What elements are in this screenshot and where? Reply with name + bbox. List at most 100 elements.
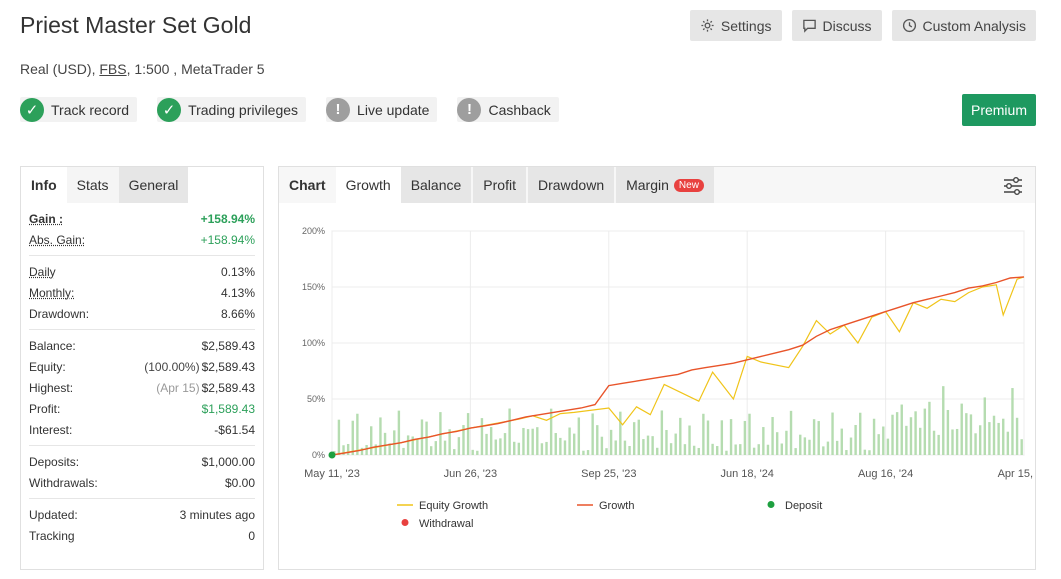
check-icon: ✓ <box>157 97 182 122</box>
stat-value: 4.13% <box>220 285 255 300</box>
chart-panel: Chart Growth Balance Profit Drawdown Mar… <box>278 166 1036 570</box>
activity-bar <box>494 439 497 455</box>
tab-info[interactable]: Info <box>21 167 67 203</box>
activity-bar <box>983 397 986 455</box>
activity-bar <box>485 433 488 455</box>
custom-analysis-button[interactable]: Custom Analysis <box>891 10 1036 41</box>
activity-bar <box>596 425 599 455</box>
activity-bar <box>720 420 724 455</box>
x-axis-ticks: May 11, '23 Jun 26, '23 Sep 25, '23 Jun 18,… <box>304 468 1035 480</box>
activity-bar <box>812 419 816 455</box>
activity-bar <box>471 449 474 455</box>
tab-stats[interactable]: Stats <box>66 167 119 203</box>
y-tick-label: 0% <box>312 450 325 460</box>
tab-growth[interactable]: Growth <box>335 167 401 203</box>
activity-bar <box>849 437 853 455</box>
stats-list: Gain : +158.94% Abs. Gain: +158.94% Daily 0… <box>21 203 263 546</box>
activity-bar <box>794 448 797 455</box>
stat-withdrawals: Withdrawals: $0.00 <box>29 472 255 493</box>
activity-bar <box>789 410 793 455</box>
activity-bar <box>822 446 825 455</box>
activity-bar <box>526 429 530 455</box>
stat-sub: (Apr 15) <box>156 380 200 395</box>
account-info: Real (USD), FBS, 1:500 , MetaTrader 5 <box>20 61 265 77</box>
x-tick-label: Jun 18, '24 <box>720 468 773 480</box>
stat-label: Profit: <box>29 401 61 416</box>
activity-bar <box>863 449 867 455</box>
tab-general[interactable]: General <box>118 167 189 203</box>
badge-trading-privileges: ✓ Trading privileges <box>157 97 307 122</box>
x-tick-label: May 11, '23 <box>304 468 360 480</box>
growth-chart[interactable]: 0% 50% 100% 150% 200% May 11, '23 Jun 26, '23… <box>279 203 1035 569</box>
custom-analysis-label: Custom Analysis <box>922 17 1026 34</box>
activity-bar <box>683 444 687 455</box>
chart-settings-icon[interactable] <box>1002 175 1024 197</box>
badge-label: Cashback <box>488 101 551 118</box>
activity-bar <box>826 441 830 455</box>
activity-bar <box>453 449 456 455</box>
activity-bar <box>568 427 571 455</box>
stat-value: 3 minutes ago <box>179 507 255 522</box>
tab-chart[interactable]: Chart <box>279 167 336 203</box>
activity-bar <box>969 414 973 455</box>
activity-bar <box>559 437 562 455</box>
activity-bar <box>711 443 714 455</box>
activity-bar <box>909 417 913 455</box>
activity-bar <box>545 441 548 455</box>
stat-value: $1,589.43 <box>201 401 255 416</box>
activity-bar <box>978 425 982 455</box>
activity-bar <box>785 430 788 455</box>
activity-bar <box>393 430 396 455</box>
tab-balance[interactable]: Balance <box>400 167 474 203</box>
activity-bar <box>342 445 345 455</box>
discuss-button[interactable]: Discuss <box>791 10 882 41</box>
x-tick-label: Apr 15, '25 <box>998 468 1035 480</box>
broker-link[interactable]: FBS <box>99 61 127 77</box>
badge-live-update: ! Live update <box>326 97 438 122</box>
activity-bar <box>942 386 945 455</box>
exclamation-icon: ! <box>457 97 482 122</box>
activity-bar <box>766 444 770 455</box>
activity-bar <box>974 433 977 455</box>
activity-bar <box>1011 388 1014 455</box>
tab-profit[interactable]: Profit <box>473 167 528 203</box>
stat-value: 8.66% <box>220 306 255 321</box>
stat-label[interactable]: Abs. Gain: <box>29 232 86 247</box>
activity-bar <box>891 414 894 455</box>
legend-label: Equity Growth <box>419 500 488 512</box>
activity-bar <box>540 443 544 455</box>
stat-label[interactable]: Daily <box>29 264 56 279</box>
stat-label[interactable]: Monthly: <box>29 285 75 300</box>
page-title: Priest Master Set Gold <box>20 12 252 38</box>
stat-value: $2,589.43 <box>201 338 255 353</box>
stat-balance: Balance: $2,589.43 <box>29 335 255 356</box>
activity-bar <box>462 425 465 455</box>
activity-bar <box>476 450 479 455</box>
activity-bar <box>554 433 557 455</box>
activity-bar <box>600 436 604 455</box>
y-tick-label: 150% <box>302 282 325 292</box>
stat-value: $0.00 <box>224 475 255 490</box>
badge-track-record: ✓ Track record <box>20 97 138 122</box>
settings-button[interactable]: Settings <box>689 10 782 41</box>
tab-drawdown[interactable]: Drawdown <box>527 167 617 203</box>
activity-bar <box>665 429 668 455</box>
activity-bar <box>992 415 996 455</box>
activity-bar <box>642 439 645 455</box>
stat-label[interactable]: Gain : <box>29 211 64 226</box>
activity-bar <box>965 413 968 455</box>
stat-value: +158.94% <box>200 211 255 226</box>
premium-button[interactable]: Premium <box>962 94 1036 126</box>
y-tick-label: 50% <box>307 394 325 404</box>
check-icon: ✓ <box>20 97 44 122</box>
chart-bars <box>333 386 1023 455</box>
activity-bar <box>882 426 885 455</box>
activity-bar <box>623 440 627 455</box>
activity-bar <box>743 420 747 455</box>
activity-bar <box>388 443 391 455</box>
badge-label: Live update <box>357 101 430 118</box>
stat-label: Balance: <box>29 338 76 353</box>
activity-bar <box>531 428 534 455</box>
deposit-point <box>328 451 336 459</box>
tab-margin[interactable]: Margin New <box>616 167 716 203</box>
